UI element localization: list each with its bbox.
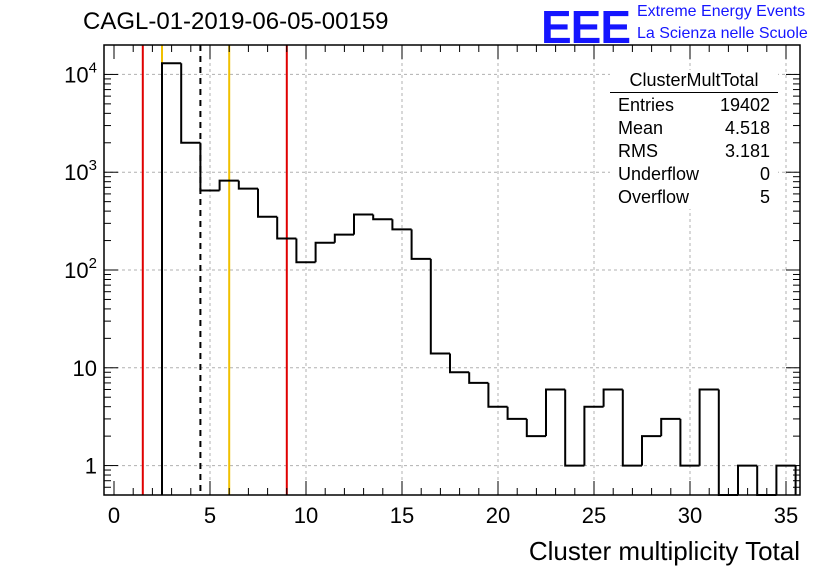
y-tick-label: 1 (85, 454, 97, 479)
stats-box-title: ClusterMultTotal (610, 70, 778, 93)
histogram-bar (698, 388, 719, 466)
histogram-bar (257, 188, 278, 218)
histogram-bar (410, 229, 431, 260)
histogram-bar (621, 389, 642, 467)
stats-label: Mean (618, 118, 664, 138)
histogram-bar (449, 353, 470, 374)
y-tick-label: 103 (64, 157, 97, 185)
stats-row-underflow: Underflow 0 (610, 163, 778, 186)
histogram-bar (180, 63, 201, 144)
histogram-bar (199, 142, 220, 192)
eee-logo-line1: Extreme Energy Events (637, 3, 806, 20)
histogram-bar (717, 389, 738, 496)
histogram-bar (161, 62, 182, 495)
stats-row-rms: RMS 3.181 (610, 140, 778, 163)
histogram-bar (564, 389, 585, 467)
y-tick-label: 10 (73, 356, 97, 381)
x-tick-label: 35 (774, 503, 798, 528)
tick-labels: 0 5 10 15 20 25 30 35 1 10 102 103 104 Cluster multip… (64, 59, 800, 566)
x-tick-label: 0 (108, 503, 120, 528)
histogram-bar (737, 464, 758, 495)
histogram-bar (583, 405, 604, 466)
histogram-bar (391, 219, 412, 231)
histogram-bar (314, 241, 335, 263)
axes (103, 44, 801, 496)
x-axis-title: Cluster multiplicity Total (529, 536, 800, 566)
eee-logo: EEE (541, 1, 631, 53)
histogram-bar (602, 388, 623, 407)
stats-row-overflow: Overflow 5 (610, 186, 778, 209)
stats-label: RMS (618, 141, 658, 161)
x-tick-label: 15 (390, 503, 414, 528)
histogram-bar (506, 406, 527, 420)
histogram-bar (295, 238, 316, 264)
eee-logo-line2: La Scienza nelle Scuole (637, 25, 808, 42)
stats-label: Entries (618, 95, 675, 115)
y-tick-label: 102 (64, 255, 97, 283)
histogram-bar (679, 418, 700, 467)
x-tick-label: 10 (294, 503, 318, 528)
histogram-bar (487, 382, 508, 408)
histogram-bar (372, 214, 393, 221)
histogram-bar (333, 233, 354, 243)
stats-value: 19402 (719, 95, 770, 115)
histogram-bar (353, 213, 374, 235)
stats-box: ClusterMultTotal Entries 19402 Mean 4.51… (610, 70, 778, 209)
stats-label: Underflow (618, 164, 700, 184)
histogram-bar (218, 179, 239, 191)
stats-row-entries: Entries 19402 (610, 94, 778, 117)
histogram-bar (641, 435, 662, 466)
histogram-bar (660, 417, 681, 437)
stats-value: 0 (759, 164, 770, 184)
stats-value: 3.181 (724, 141, 770, 161)
histogram-bar (468, 372, 489, 384)
x-tick-label: 30 (678, 503, 702, 528)
chart-title: CAGL-01-2019-06-05-00159 (83, 8, 389, 35)
y-tick-label: 104 (64, 59, 97, 87)
x-tick-label: 20 (486, 503, 510, 528)
histogram-bar (429, 258, 450, 355)
stats-row-mean: Mean 4.518 (610, 117, 778, 140)
x-tick-label: 25 (582, 503, 606, 528)
histogram-bar (525, 418, 546, 438)
stats-value: 5 (759, 187, 770, 207)
stats-value: 4.518 (724, 118, 770, 138)
histogram-bar (276, 216, 297, 240)
x-tick-label: 5 (204, 503, 216, 528)
stats-label: Overflow (618, 187, 690, 207)
histogram-bar (237, 180, 258, 190)
histogram-bar (545, 388, 566, 437)
